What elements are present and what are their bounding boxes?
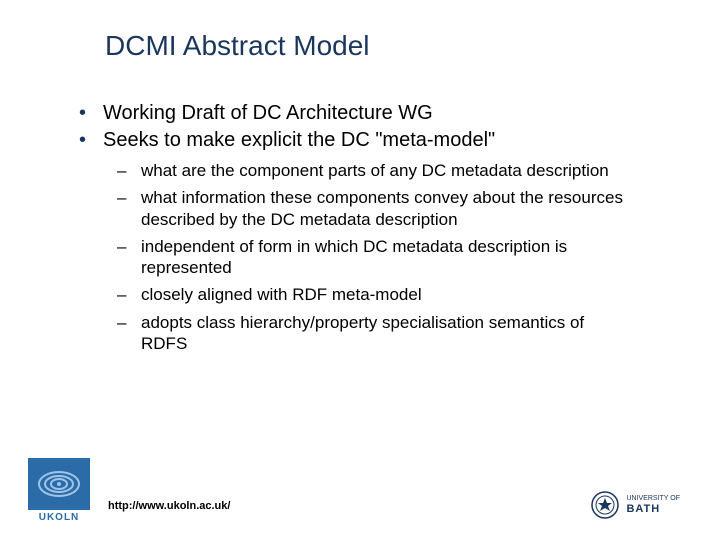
slide-title: DCMI Abstract Model — [105, 30, 680, 62]
bath-logo: UNIVERSITY OF BATH — [590, 490, 680, 520]
main-bullet-item: Seeks to make explicit the DC "meta-mode… — [75, 129, 680, 152]
sub-bullet-list: what are the component parts of any DC m… — [115, 160, 680, 354]
ukoln-logo: UKOLN — [28, 458, 90, 528]
sub-bullet-item: what information these components convey… — [115, 187, 635, 230]
main-bullet-list: Working Draft of DC Architecture WG Seek… — [75, 102, 680, 152]
sub-bullet-item: what are the component parts of any DC m… — [115, 160, 635, 181]
sub-bullet-item: independent of form in which DC metadata… — [115, 236, 635, 279]
ukoln-logo-text: UKOLN — [39, 512, 80, 523]
footer-url: http://www.ukoln.ac.uk/ — [108, 500, 230, 512]
main-bullet-item: Working Draft of DC Architecture WG — [75, 102, 680, 125]
bath-line1: UNIVERSITY OF — [626, 495, 680, 503]
slide: DCMI Abstract Model Working Draft of DC … — [0, 0, 720, 540]
sub-bullet-item: closely aligned with RDF meta-model — [115, 284, 635, 305]
ukoln-logo-icon — [28, 458, 90, 510]
bath-line2: BATH — [626, 503, 680, 515]
sub-bullet-item: adopts class hierarchy/property speciali… — [115, 312, 635, 355]
bath-crest-icon — [590, 490, 620, 520]
bath-logo-text: UNIVERSITY OF BATH — [626, 495, 680, 515]
